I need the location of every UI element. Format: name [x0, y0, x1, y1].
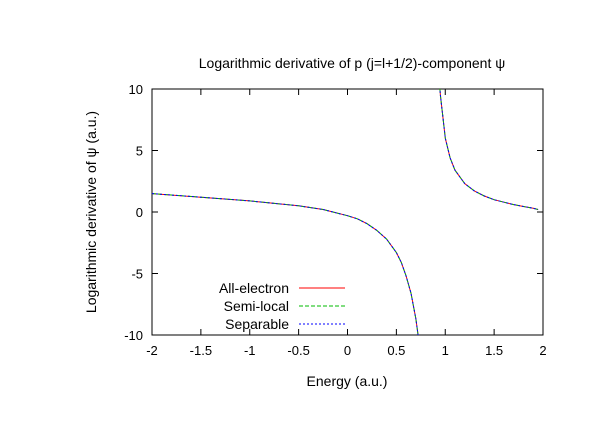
series-line-2-segment-1	[152, 193, 419, 335]
y-axis-label: Logarithmic derivative of ψ (a.u.)	[83, 111, 99, 313]
y-tick-label: 0	[136, 205, 143, 220]
x-tick-label: 0.5	[387, 343, 405, 358]
y-tick-label: 10	[129, 82, 143, 97]
x-tick-label: -1.5	[190, 343, 212, 358]
x-tick-label: 0	[344, 343, 351, 358]
x-axis-label: Energy (a.u.)	[307, 373, 388, 389]
y-tick-label: -10	[124, 328, 143, 343]
series-layer	[152, 89, 539, 335]
legend-label-2: Semi-local	[224, 298, 289, 314]
chart-title: Logarithmic derivative of p (j=l+1/2)-co…	[199, 55, 505, 71]
x-tick-label: 1	[442, 343, 449, 358]
x-tick-label: -1	[244, 343, 256, 358]
x-tick-label: -2	[146, 343, 158, 358]
x-tick-label: 2	[539, 343, 546, 358]
series-line-2-segment-2	[439, 89, 539, 210]
legend-label-3: Separable	[225, 316, 289, 332]
legend: All-electron Semi-local Separable	[219, 280, 345, 332]
y-tick-label: -5	[131, 267, 143, 282]
x-tick-label: -0.5	[287, 343, 309, 358]
series-line-1-segment-2	[439, 89, 539, 210]
legend-label-1: All-electron	[219, 280, 289, 296]
plot-frame	[151, 88, 544, 336]
x-tick-label: 1.5	[485, 343, 503, 358]
axis-ticks: -2 -1.5 -1 -0.5 0 0.5 1 1.5 2 -10 -5 0 5 10	[124, 82, 546, 358]
series-line-3-segment-2	[439, 89, 539, 210]
y-tick-label: 5	[136, 144, 143, 159]
